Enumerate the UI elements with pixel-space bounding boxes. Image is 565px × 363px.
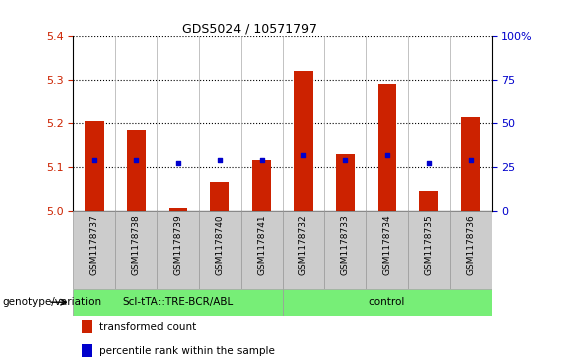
Bar <box>115 211 157 289</box>
Bar <box>419 191 438 211</box>
Bar <box>210 182 229 211</box>
Bar <box>324 211 366 289</box>
Bar <box>73 289 282 316</box>
Title: GDS5024 / 10571797: GDS5024 / 10571797 <box>181 22 316 35</box>
Text: GSM1178738: GSM1178738 <box>132 215 141 275</box>
Bar <box>408 211 450 289</box>
Text: GSM1178734: GSM1178734 <box>383 215 392 275</box>
Text: GSM1178739: GSM1178739 <box>173 215 182 275</box>
Text: GSM1178740: GSM1178740 <box>215 215 224 275</box>
Text: GSM1178736: GSM1178736 <box>466 215 475 275</box>
Bar <box>252 160 271 211</box>
Text: GSM1178737: GSM1178737 <box>90 215 99 275</box>
Bar <box>377 84 397 211</box>
Text: GSM1178732: GSM1178732 <box>299 215 308 275</box>
Point <box>173 160 182 166</box>
Text: genotype/variation: genotype/variation <box>3 297 102 307</box>
Point <box>132 158 141 163</box>
Text: GSM1178733: GSM1178733 <box>341 215 350 275</box>
Bar <box>450 211 492 289</box>
Bar <box>73 211 115 289</box>
Bar <box>199 211 241 289</box>
Point <box>299 152 308 158</box>
Bar <box>282 289 492 316</box>
Bar <box>294 71 313 211</box>
Bar <box>127 130 146 211</box>
Point <box>466 158 475 163</box>
Bar <box>168 208 188 211</box>
Bar <box>82 320 92 333</box>
Text: ScI-tTA::TRE-BCR/ABL: ScI-tTA::TRE-BCR/ABL <box>123 297 233 307</box>
Text: GSM1178741: GSM1178741 <box>257 215 266 275</box>
Text: control: control <box>369 297 405 307</box>
Point <box>257 158 266 163</box>
Bar <box>85 121 104 211</box>
Text: transformed count: transformed count <box>98 322 196 332</box>
Text: percentile rank within the sample: percentile rank within the sample <box>98 346 275 356</box>
Bar <box>157 211 199 289</box>
Point <box>215 158 224 163</box>
Point <box>90 158 99 163</box>
Point <box>383 152 392 158</box>
Bar <box>336 154 355 211</box>
Bar <box>282 211 324 289</box>
Point <box>424 160 433 166</box>
Point <box>341 158 350 163</box>
Bar <box>241 211 282 289</box>
Bar <box>461 117 480 211</box>
Text: GSM1178735: GSM1178735 <box>424 215 433 275</box>
Bar <box>82 344 92 357</box>
Bar <box>366 211 408 289</box>
